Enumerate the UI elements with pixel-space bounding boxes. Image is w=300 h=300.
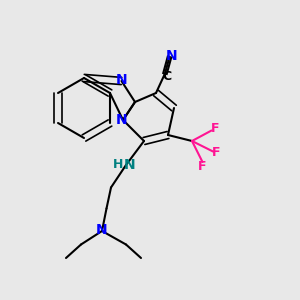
Text: N: N (116, 73, 127, 86)
Text: N: N (124, 158, 135, 172)
Text: H: H (113, 158, 124, 172)
Text: F: F (211, 122, 219, 136)
Text: N: N (166, 49, 178, 62)
Text: F: F (198, 160, 207, 173)
Text: N: N (96, 223, 108, 236)
Text: F: F (212, 146, 221, 160)
Text: N: N (116, 113, 127, 127)
Text: C: C (163, 70, 172, 83)
